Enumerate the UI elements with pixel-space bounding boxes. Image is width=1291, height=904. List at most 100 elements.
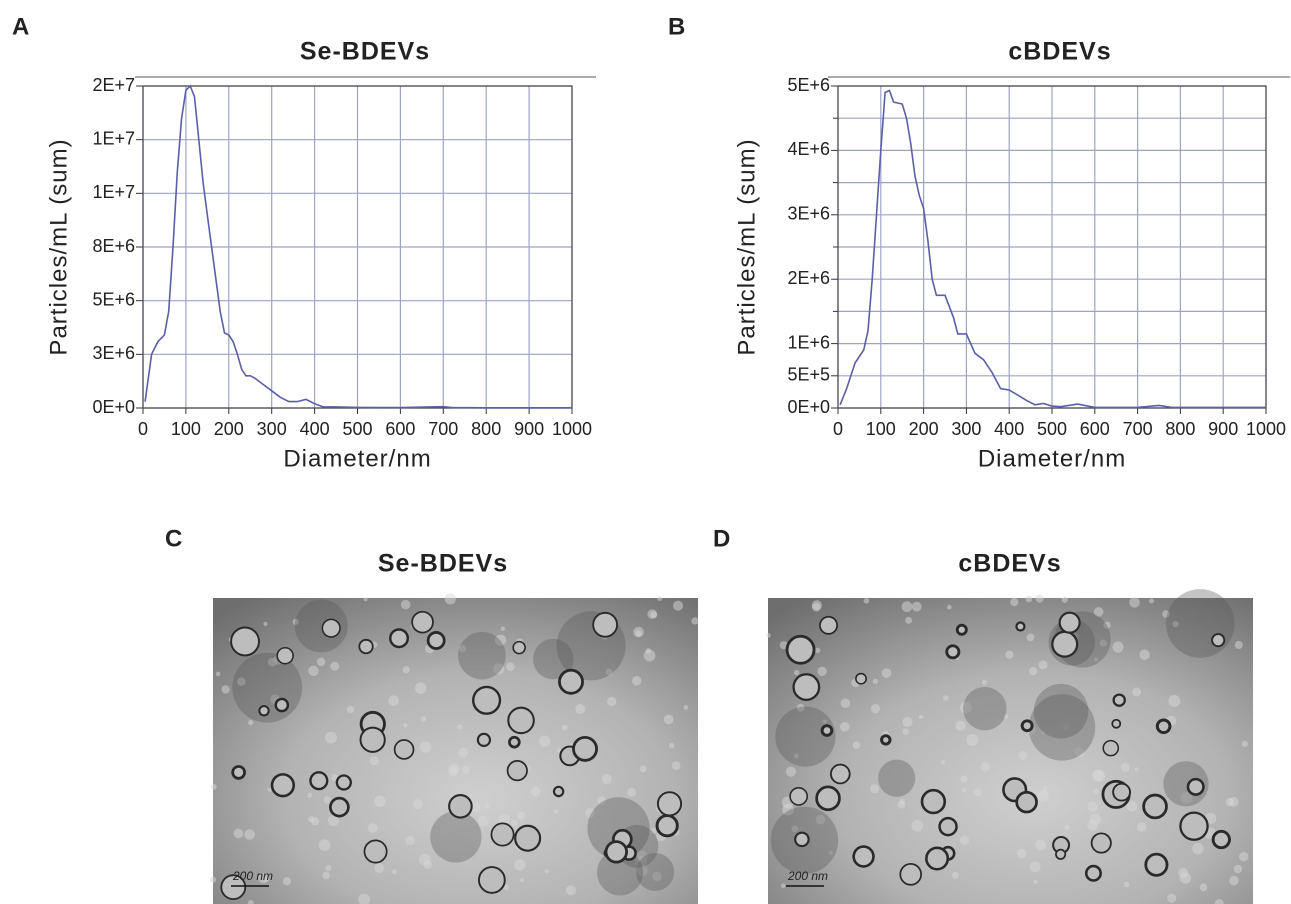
speckle: [1139, 649, 1150, 661]
speckle: [511, 819, 518, 827]
x-tick-label: 700: [428, 419, 458, 439]
speckle: [1035, 594, 1044, 603]
vesicle: [335, 774, 352, 791]
speckle: [946, 604, 952, 610]
vesicle: [1015, 790, 1038, 814]
speckle: [605, 668, 613, 676]
speckle: [391, 869, 397, 875]
speckle: [244, 829, 255, 840]
speckle: [516, 811, 526, 820]
speckle: [812, 602, 821, 612]
stain-halo: [597, 849, 644, 896]
speckle: [779, 641, 788, 650]
stain-halo: [636, 852, 675, 891]
vesicle: [792, 673, 821, 701]
speckle: [363, 597, 368, 602]
speckle: [959, 701, 972, 714]
speckle: [657, 595, 663, 601]
speckle: [263, 621, 268, 627]
speckle: [822, 719, 827, 724]
x-tick-label: 800: [471, 419, 501, 439]
vesicle: [321, 618, 341, 638]
panel-label: C: [165, 525, 182, 552]
vesicle: [276, 646, 294, 665]
speckle: [1029, 667, 1038, 676]
stain-halo: [1033, 683, 1089, 739]
x-axis-label: Diameter/nm: [978, 445, 1126, 472]
vesicle: [490, 822, 515, 847]
vesicle: [925, 846, 950, 871]
stain-halo: [587, 797, 650, 860]
chart-title: Se-BDEVs: [300, 38, 430, 66]
speckle: [471, 802, 481, 813]
speckle: [282, 877, 291, 886]
speckle: [766, 633, 771, 638]
vesicle: [1090, 832, 1112, 854]
speckle: [400, 599, 411, 610]
vesicle: [785, 634, 816, 665]
vesicle: [1058, 611, 1081, 634]
speckle: [325, 864, 332, 871]
speckle: [1241, 740, 1248, 747]
vesicle: [508, 735, 521, 749]
y-tick-label: 1E+7: [92, 182, 135, 202]
vesicle: [389, 628, 410, 649]
speckle: [652, 871, 662, 882]
y-tick-label: 5E+6: [92, 289, 135, 309]
distribution-line: [839, 89, 1266, 409]
vesicle: [604, 840, 628, 864]
vesicle: [1186, 777, 1205, 796]
speckle: [415, 682, 427, 694]
speckle: [852, 741, 861, 749]
speckle: [817, 666, 827, 677]
speckle: [828, 850, 834, 855]
speckle: [247, 899, 254, 904]
speckle: [1214, 898, 1224, 904]
speckle: [839, 722, 850, 732]
x-tick-label: 600: [385, 419, 415, 439]
y-tick-label: 8E+6: [92, 236, 135, 256]
speckle: [565, 885, 577, 896]
y-tick-label: 4E+6: [787, 139, 830, 159]
vesicle: [1142, 793, 1168, 820]
vesicle: [1051, 630, 1079, 658]
vesicle: [512, 640, 526, 655]
stain-halo: [458, 631, 506, 680]
speckle: [1062, 723, 1070, 731]
x-tick-label: 100: [171, 419, 201, 439]
speckle: [1025, 595, 1033, 603]
speckle: [575, 703, 586, 714]
speckle: [1033, 879, 1038, 884]
y-tick-label: 0E+0: [787, 397, 830, 417]
vesicle: [476, 732, 492, 747]
speckle: [1179, 872, 1192, 884]
speckle: [530, 786, 541, 797]
vesicle: [1055, 848, 1067, 860]
speckle: [650, 827, 657, 835]
speckle: [671, 761, 681, 770]
speckle: [1003, 713, 1009, 720]
vesicle: [1020, 719, 1034, 733]
x-tick-label: 300: [257, 419, 287, 439]
vesicle: [477, 866, 506, 894]
stain-halo: [775, 706, 836, 767]
speckle: [1199, 883, 1208, 892]
speckle: [840, 698, 851, 709]
vesicle: [329, 796, 350, 818]
speckle: [374, 795, 386, 808]
speckle: [1093, 657, 1098, 662]
speckle: [942, 695, 949, 701]
y-tick-label: 2E+6: [787, 268, 830, 288]
speckle: [631, 676, 642, 686]
speckle: [327, 815, 339, 827]
vesicle: [1111, 718, 1122, 729]
speckle: [1132, 687, 1142, 697]
speckle: [1228, 796, 1239, 807]
plot-frame: [837, 85, 1267, 409]
vesicle: [592, 611, 618, 638]
vesicle: [1015, 621, 1026, 632]
speckle: [554, 809, 559, 814]
speckle: [292, 618, 299, 625]
x-tick-label: 400: [994, 419, 1024, 439]
